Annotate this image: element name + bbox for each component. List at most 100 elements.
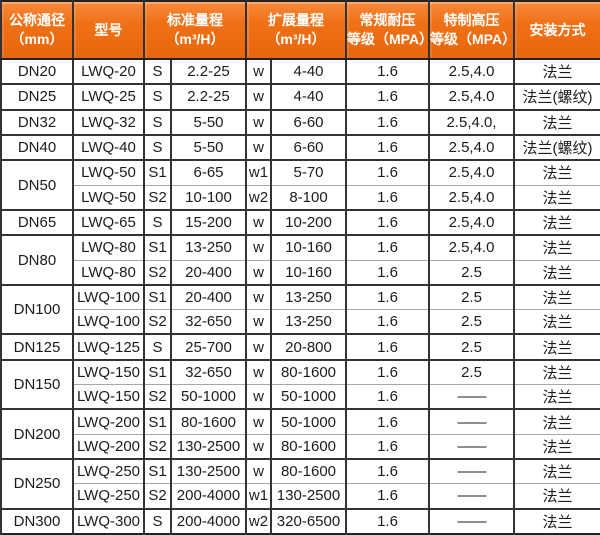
- spec-row: LWQ-50 S2 10-100 w2 8-100 1.6 2.5,4.0 法兰: [1, 184, 600, 210]
- s-range-cell: 5-50: [170, 108, 247, 135]
- s-label-cell: S: [143, 333, 172, 360]
- model-cell: LWQ-80: [72, 259, 145, 285]
- w-range-cell: 80-1600: [270, 458, 347, 484]
- dn-cell: DN32: [0, 108, 74, 135]
- s-label-cell: S1: [143, 458, 172, 484]
- s-label-cell: S: [143, 133, 172, 161]
- model-cell: LWQ-200: [72, 408, 145, 435]
- header-row: 公称通径 （mm） 型号 标准量程 （m³/H） 扩展量程 （m³/H） 常规耐…: [0, 1, 600, 60]
- s-label-cell: S2: [143, 433, 172, 459]
- s-label-cell: S: [143, 108, 172, 135]
- pressure-cell: 1.6: [345, 57, 430, 85]
- high-pressure-cell: 2.5: [428, 283, 515, 310]
- s-range-cell: 50-1000: [170, 384, 247, 410]
- high-pressure-cell: ——: [428, 458, 515, 484]
- install-cell: 法兰: [513, 483, 600, 509]
- spec-row: DN80 LWQ-80 S1 13-250 w 10-160 1.6 2.5,4…: [0, 234, 600, 285]
- w-label-cell: w1: [245, 483, 272, 509]
- s-range-cell: 2.2-25: [170, 57, 247, 85]
- w-range-cell: 80-1600: [270, 433, 347, 459]
- s-range-cell: 200-4000: [170, 483, 247, 509]
- install-cell: 法兰: [513, 358, 600, 385]
- s-label-cell: S: [143, 57, 172, 85]
- spec-row: DN25 LWQ-25 S 2.2-25 w 4-40 1.6 2.5,4.0 …: [0, 83, 600, 110]
- install-cell: 法兰(螺纹): [513, 133, 600, 161]
- pressure-cell: 1.6: [345, 108, 430, 135]
- w-label-cell: w: [245, 309, 272, 335]
- s-range-cell: 130-2500: [170, 433, 247, 459]
- model-cell: LWQ-50: [72, 184, 145, 210]
- spec-row: DN125 LWQ-125 S 25-700 w 20-800 1.6 2.5 …: [0, 333, 600, 360]
- w-range-cell: 130-2500: [270, 483, 347, 509]
- high-pressure-cell: ——: [428, 384, 515, 410]
- s-range-cell: 200-4000: [170, 507, 247, 534]
- install-cell: 法兰: [513, 507, 600, 534]
- s-range-cell: 25-700: [170, 333, 247, 360]
- w-label-cell: w: [245, 259, 272, 285]
- dn-cell: DN150: [0, 358, 74, 410]
- w-range-cell: 10-160: [270, 259, 347, 285]
- model-cell: LWQ-200: [72, 433, 145, 459]
- high-pressure-cell: 2.5,4.0: [428, 159, 515, 186]
- s-range-cell: 10-100: [170, 184, 247, 210]
- pressure-cell: 1.6: [345, 483, 430, 509]
- w-label-cell: w1: [245, 159, 272, 186]
- dn-cell: DN25: [0, 83, 74, 110]
- install-cell: 法兰: [513, 234, 600, 260]
- s-label-cell: S2: [143, 483, 172, 509]
- model-cell: LWQ-50: [72, 159, 145, 186]
- spec-row: DN250 LWQ-250 S1 130-2500 w 80-1600 1.6 …: [0, 458, 600, 509]
- dn-cell: DN200: [0, 408, 74, 459]
- s-label-cell: S1: [143, 358, 172, 385]
- high-pressure-cell: ——: [428, 507, 515, 534]
- spec-row: LWQ-250 S2 200-4000 w1 130-2500 1.6 —— 法…: [1, 483, 600, 509]
- w-label-cell: w: [245, 108, 272, 135]
- install-cell: 法兰: [513, 159, 600, 186]
- high-pressure-cell: 2.5: [428, 309, 515, 335]
- high-pressure-cell: 2.5,4.0,: [428, 108, 515, 135]
- install-cell: 法兰: [513, 433, 600, 459]
- w-label-cell: w: [245, 358, 272, 385]
- s-label-cell: S: [143, 83, 172, 110]
- model-cell: LWQ-250: [72, 458, 145, 484]
- pressure-cell: 1.6: [345, 433, 430, 459]
- high-pressure-cell: ——: [428, 408, 515, 435]
- high-pressure-cell: 2.5,4.0: [428, 57, 515, 85]
- install-cell: 法兰: [513, 108, 600, 135]
- pressure-cell: 1.6: [345, 234, 430, 260]
- s-range-cell: 20-400: [170, 283, 247, 310]
- w-label-cell: w: [245, 384, 272, 410]
- w-label-cell: w: [245, 408, 272, 435]
- spec-row: DN40 LWQ-40 S 5-50 w 6-60 1.6 2.5,4.0 法兰…: [0, 133, 600, 161]
- model-cell: LWQ-65: [72, 208, 145, 236]
- spec-row: DN20 LWQ-20 S 2.2-25 w 4-40 1.6 2.5,4.0 …: [0, 57, 600, 85]
- spec-row: LWQ-200 S2 130-2500 w 80-1600 1.6 —— 法兰: [1, 433, 600, 459]
- s-range-cell: 15-200: [170, 208, 247, 236]
- model-cell: LWQ-300: [72, 507, 145, 534]
- w-range-cell: 10-200: [270, 208, 347, 236]
- w-range-cell: 13-250: [270, 309, 347, 335]
- high-pressure-cell: 2.5: [428, 358, 515, 385]
- w-label-cell: w: [245, 283, 272, 310]
- pressure-cell: 1.6: [345, 259, 430, 285]
- install-cell: 法兰: [513, 458, 600, 484]
- install-cell: 法兰: [513, 184, 600, 210]
- header-standard-range: 标准量程 （m³/H）: [143, 1, 247, 60]
- w-label-cell: w: [245, 234, 272, 260]
- model-cell: LWQ-125: [72, 333, 145, 360]
- header-pressure-rating: 常规耐压 等级（MPA）: [345, 1, 433, 60]
- w-label-cell: w2: [245, 507, 272, 534]
- dn-cell: DN20: [0, 57, 74, 85]
- s-label-cell: S1: [143, 234, 172, 260]
- s-label-cell: S1: [143, 408, 172, 435]
- s-range-cell: 2.2-25: [170, 83, 247, 110]
- dn-cell: DN80: [0, 234, 74, 285]
- dn-cell: DN300: [0, 507, 74, 534]
- header-nominal-diameter: 公称通径 （mm）: [0, 1, 74, 60]
- w-range-cell: 4-40: [270, 83, 347, 110]
- w-range-cell: 6-60: [270, 108, 347, 135]
- model-cell: LWQ-32: [72, 108, 145, 135]
- s-range-cell: 32-650: [170, 309, 247, 335]
- s-label-cell: S2: [143, 259, 172, 285]
